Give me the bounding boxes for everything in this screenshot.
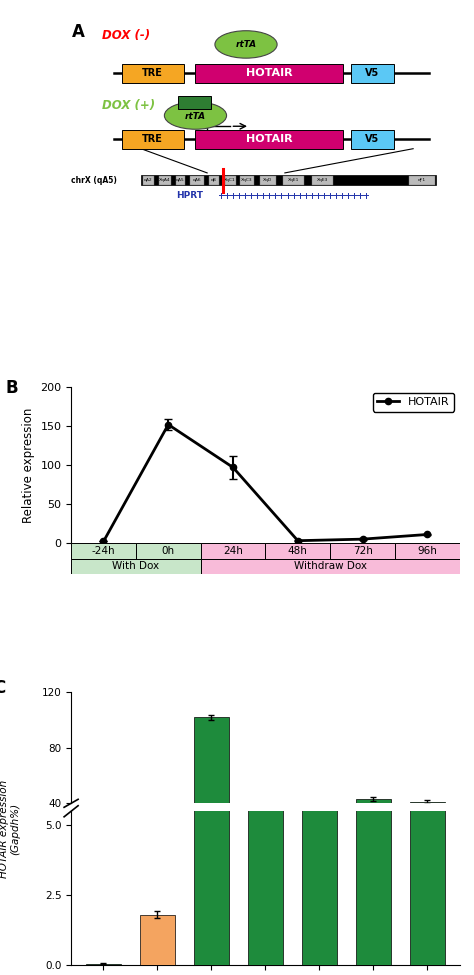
Bar	[330, 543, 395, 559]
Text: qF1: qF1	[418, 178, 426, 182]
Text: rtTA: rtTA	[185, 112, 206, 121]
FancyBboxPatch shape	[190, 176, 204, 185]
Text: qA5: qA5	[176, 178, 185, 182]
Bar	[410, 801, 445, 859]
Text: HPRT: HPRT	[176, 191, 203, 200]
Text: -24h: -24h	[91, 546, 115, 556]
Text: 72h: 72h	[353, 546, 373, 556]
FancyBboxPatch shape	[158, 176, 171, 185]
Ellipse shape	[164, 101, 227, 130]
Text: Withdraw Dox: Withdraw Dox	[294, 562, 367, 571]
Bar	[356, 800, 391, 859]
Text: DOX (-): DOX (-)	[102, 29, 150, 43]
Text: B: B	[5, 379, 18, 398]
Bar	[140, 856, 175, 859]
Bar	[302, 126, 337, 965]
Bar	[136, 543, 201, 559]
Y-axis label: Relative expression: Relative expression	[22, 408, 35, 523]
Text: rtTA: rtTA	[236, 40, 256, 49]
Text: C: C	[0, 680, 6, 697]
Text: HOTAIR: HOTAIR	[246, 68, 292, 78]
FancyBboxPatch shape	[351, 130, 394, 149]
Bar	[194, 718, 229, 859]
Legend: HOTAIR: HOTAIR	[373, 393, 454, 411]
Text: DOX (+): DOX (+)	[102, 99, 155, 112]
FancyBboxPatch shape	[312, 176, 333, 185]
FancyBboxPatch shape	[143, 176, 154, 185]
FancyBboxPatch shape	[178, 97, 211, 109]
Text: A: A	[72, 23, 85, 41]
Text: HOTAIR expression
(Gapdh%): HOTAIR expression (Gapdh%)	[0, 780, 20, 878]
Text: TRE: TRE	[142, 68, 163, 78]
Text: TRE: TRE	[142, 135, 163, 144]
Text: qA6: qA6	[193, 178, 201, 182]
Text: qB: qB	[211, 178, 217, 182]
Bar	[86, 964, 121, 965]
Bar	[201, 543, 265, 559]
FancyBboxPatch shape	[176, 176, 184, 185]
Text: 0h: 0h	[162, 546, 175, 556]
FancyBboxPatch shape	[240, 176, 254, 185]
FancyBboxPatch shape	[141, 176, 437, 185]
FancyBboxPatch shape	[195, 130, 343, 149]
Bar	[248, 0, 283, 965]
Text: XqA4: XqA4	[159, 178, 171, 182]
FancyBboxPatch shape	[260, 176, 276, 185]
FancyBboxPatch shape	[209, 176, 219, 185]
FancyBboxPatch shape	[195, 63, 343, 83]
Bar	[194, 0, 229, 965]
Bar	[140, 915, 175, 965]
Text: XqD: XqD	[263, 178, 273, 182]
Bar	[71, 559, 201, 574]
Bar	[302, 817, 337, 859]
Text: 24h: 24h	[223, 546, 243, 556]
Text: qA2: qA2	[144, 178, 153, 182]
Text: V5: V5	[365, 135, 380, 144]
Text: 48h: 48h	[288, 546, 308, 556]
FancyBboxPatch shape	[283, 176, 304, 185]
Bar	[395, 543, 460, 559]
Bar	[265, 543, 330, 559]
Bar	[71, 543, 136, 559]
FancyBboxPatch shape	[409, 176, 435, 185]
Text: XqC1: XqC1	[224, 178, 236, 182]
Bar	[248, 807, 283, 859]
FancyBboxPatch shape	[225, 176, 236, 185]
FancyBboxPatch shape	[122, 130, 184, 149]
Text: XqC3: XqC3	[241, 178, 253, 182]
Bar	[356, 0, 391, 965]
Text: V5: V5	[365, 68, 380, 78]
FancyBboxPatch shape	[122, 63, 184, 83]
Ellipse shape	[215, 31, 277, 58]
Text: With Dox: With Dox	[112, 562, 159, 571]
Bar	[201, 559, 460, 574]
Text: XqE1: XqE1	[288, 178, 299, 182]
Text: XqE3: XqE3	[317, 178, 328, 182]
Bar	[410, 0, 445, 965]
Text: HOTAIR: HOTAIR	[246, 135, 292, 144]
FancyBboxPatch shape	[351, 63, 394, 83]
Text: 96h: 96h	[418, 546, 438, 556]
Text: chrX (qA5): chrX (qA5)	[71, 176, 117, 185]
